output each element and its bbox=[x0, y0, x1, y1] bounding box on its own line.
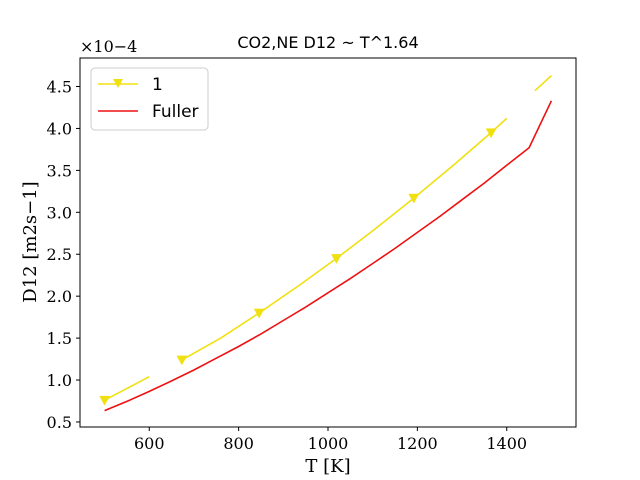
y-tick-label: 1.5 bbox=[47, 329, 72, 348]
y-scale-label: ×10−4 bbox=[80, 37, 137, 56]
data-point bbox=[408, 193, 420, 204]
data-point bbox=[176, 355, 188, 366]
plot-frame bbox=[79, 57, 577, 428]
y-tick-label: 4.5 bbox=[47, 78, 72, 97]
series-line-fuller bbox=[104, 100, 553, 412]
y-tick-label: 2.0 bbox=[47, 287, 72, 306]
legend-label-1: 1 bbox=[152, 75, 163, 95]
y-tick-label: 3.0 bbox=[47, 203, 72, 222]
legend: 1 Fuller bbox=[90, 67, 209, 131]
data-point bbox=[485, 128, 497, 139]
x-tick-label: 1000 bbox=[308, 434, 349, 453]
y-tick-label: 2.5 bbox=[47, 245, 72, 264]
y-tick-label: 4.0 bbox=[47, 119, 72, 138]
x-tick-label: 1400 bbox=[486, 434, 527, 453]
series-line-one bbox=[534, 75, 552, 92]
y-tick-label: 0.5 bbox=[47, 413, 72, 432]
y-tick-label: 1.0 bbox=[47, 371, 72, 390]
axes: 600 800 1000 1200 1400 0.5 1.0 1.5 2.0 2.5 3.0 3.5 4… bbox=[47, 78, 528, 453]
legend-marker-1 bbox=[113, 79, 123, 88]
legend-label-fuller: Fuller bbox=[152, 102, 199, 122]
y-axis-label: D12 [m2s−1] bbox=[20, 181, 41, 302]
series-layer bbox=[99, 75, 553, 412]
x-axis-label: T [K] bbox=[305, 456, 350, 477]
data-point bbox=[99, 395, 111, 406]
y-tick-label: 3.5 bbox=[47, 161, 72, 180]
chart-title: CO2,NE D12 ~ T^1.64 bbox=[237, 33, 418, 52]
data-point bbox=[253, 308, 265, 319]
x-tick-label: 1200 bbox=[397, 434, 438, 453]
series-line-one bbox=[104, 375, 150, 401]
data-point bbox=[331, 254, 342, 264]
x-tick-label: 800 bbox=[223, 434, 254, 453]
series-line-one bbox=[181, 117, 508, 361]
x-tick-label: 600 bbox=[134, 434, 165, 453]
